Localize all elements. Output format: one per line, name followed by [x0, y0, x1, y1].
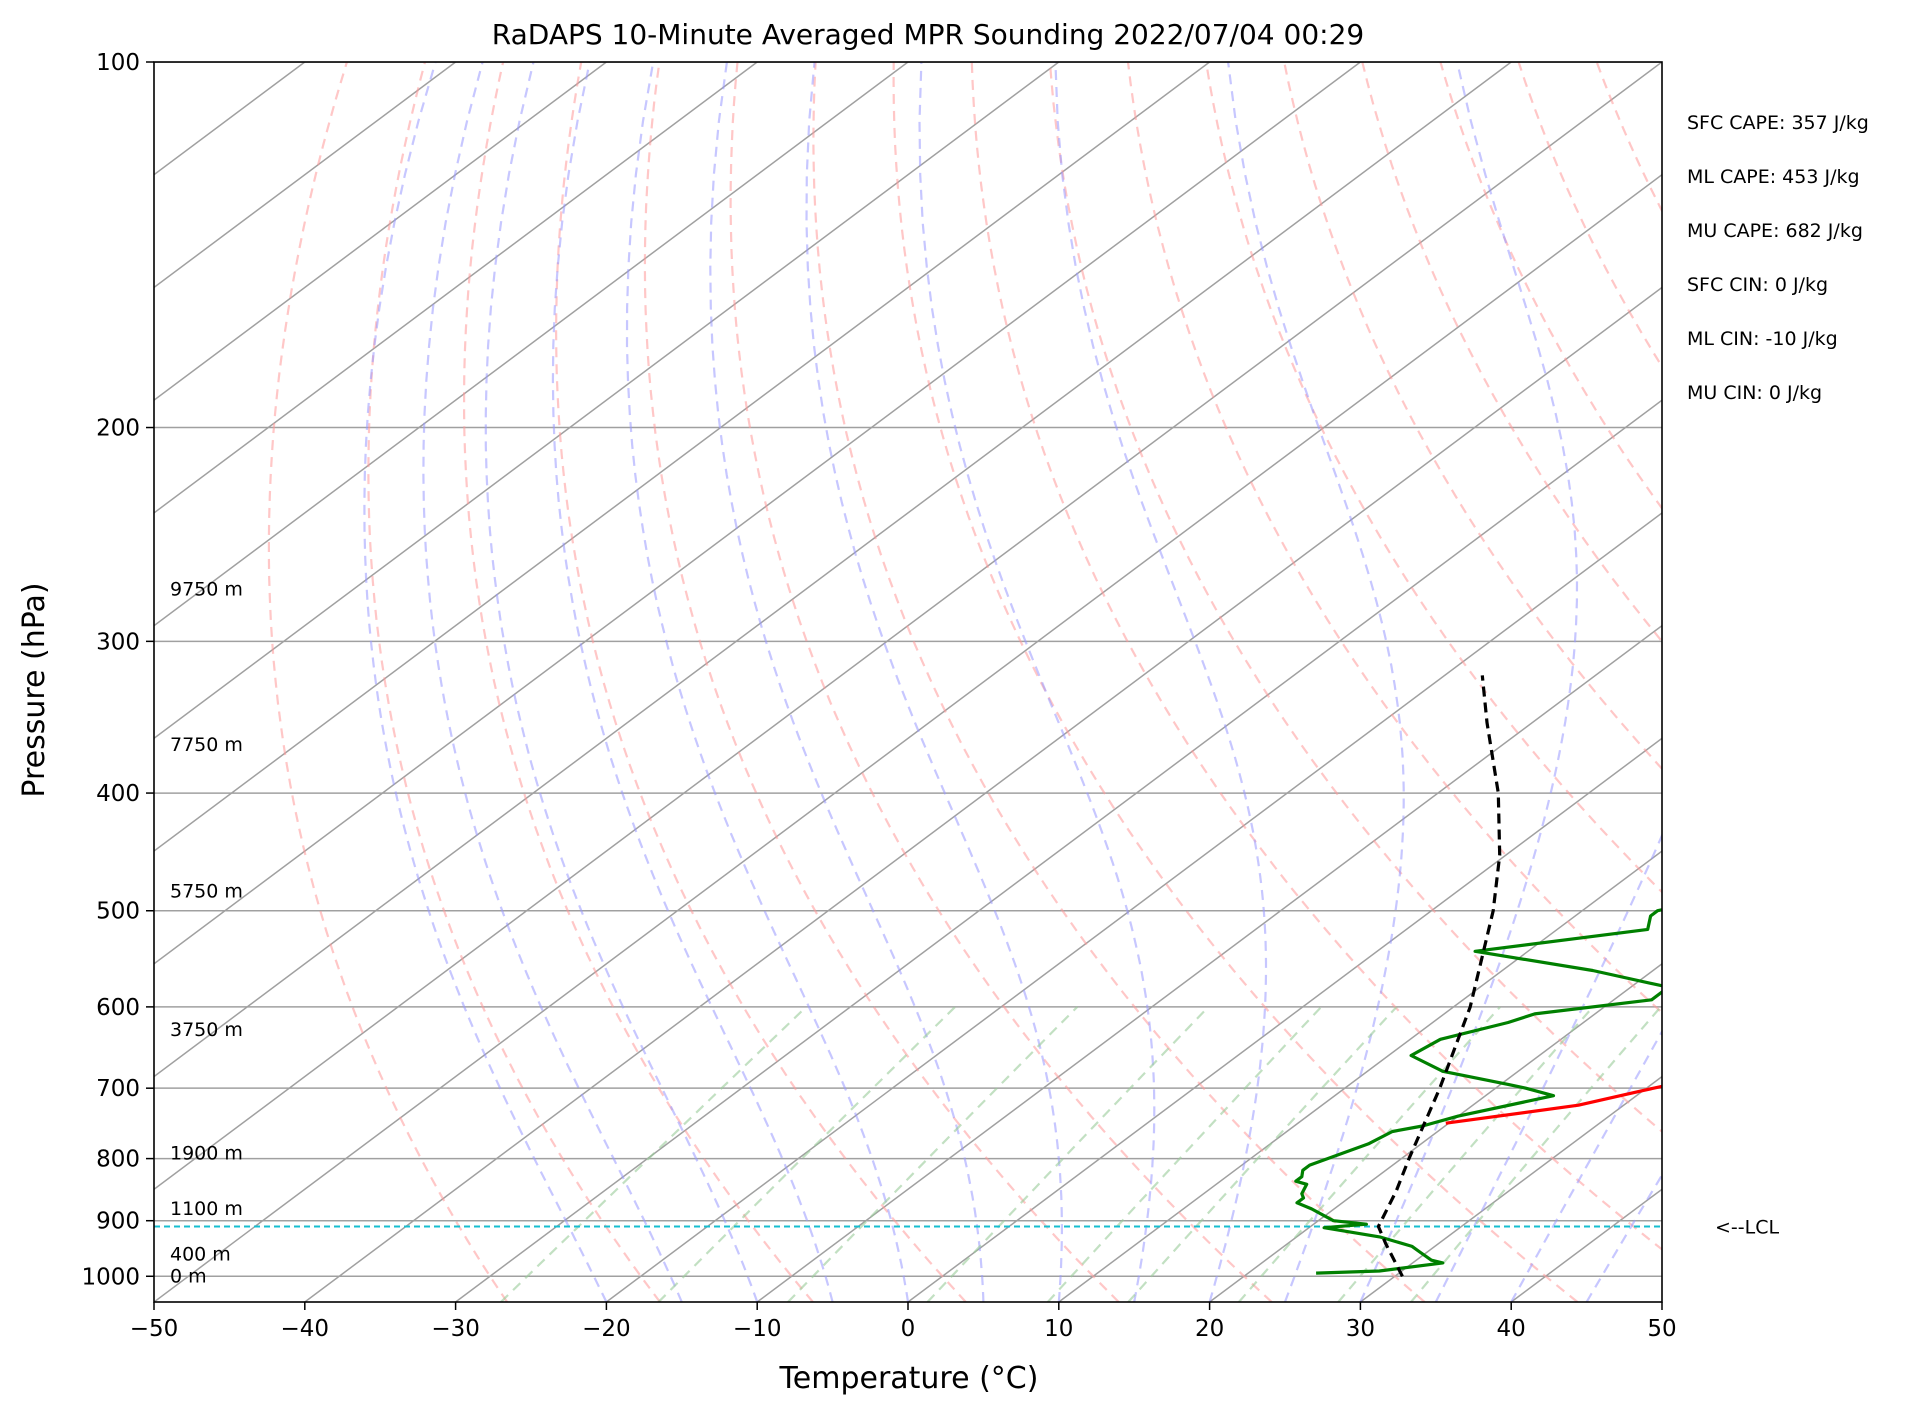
mixing-ratio-line: [657, 1006, 956, 1302]
x-tick-label: −50: [130, 1316, 179, 1342]
height-label: 3750 m: [170, 1019, 243, 1041]
mixing-ratio-line: [500, 1006, 807, 1302]
isotherm: [154, 62, 1211, 853]
dry-adiabat: [1205, 62, 1662, 894]
y-tick-label: 500: [96, 899, 140, 925]
parcel-path-line: [1376, 675, 1502, 1278]
y-tick-label: 700: [96, 1076, 140, 1102]
dry-adiabat: [463, 62, 814, 1302]
height-label: 1900 m: [170, 1142, 243, 1164]
dry-adiabat: [267, 62, 509, 1302]
dry-adiabat: [812, 62, 1426, 1302]
isotherm: [154, 62, 457, 289]
moist-adiabat: [1359, 62, 1579, 1302]
moist-adiabat: [918, 62, 1156, 1302]
dry-adiabat: [367, 62, 661, 1302]
y-tick-label: 600: [96, 995, 140, 1021]
y-tick-label: 1000: [81, 1264, 140, 1290]
x-tick-label: 20: [1195, 1316, 1224, 1342]
dry-adiabat: [554, 62, 967, 1302]
height-label: 0 m: [170, 1265, 207, 1287]
moist-adiabat: [709, 62, 985, 1302]
mixing-ratio-line: [787, 1006, 1079, 1302]
dewpoint-line: [1294, 908, 1662, 1275]
mixing-ratio-line: [1127, 1006, 1398, 1302]
stat-line: ML CAPE: 453 J/kg: [1687, 166, 1860, 188]
isotherm: [154, 62, 1060, 740]
isotherm: [154, 173, 1662, 1302]
moist-adiabat: [1227, 62, 1405, 1302]
height-label: 7750 m: [170, 734, 243, 756]
chart-title: RaDAPS 10-Minute Averaged MPR Sounding 2…: [492, 18, 1364, 51]
isotherm: [1058, 850, 1662, 1302]
x-tick-label: 0: [901, 1316, 916, 1342]
stat-line: SFC CIN: 0 J/kg: [1687, 274, 1828, 296]
plot-area: 9750 m 7750 m 5750 m 3750 m 1900 m 1100 m 400 …: [154, 62, 1662, 1302]
x-tick-label: 40: [1497, 1316, 1526, 1342]
x-tick-label: −30: [431, 1316, 480, 1342]
x-axis-label: Temperature (°C): [779, 1361, 1039, 1396]
isotherm: [455, 399, 1662, 1302]
dry-adiabat: [1517, 62, 1662, 369]
height-label: 400 m: [170, 1244, 231, 1266]
dry-adiabat: [892, 62, 1579, 1302]
x-tick-label: −40: [281, 1316, 330, 1342]
height-label: 1100 m: [170, 1198, 243, 1220]
stats-panel: SFC CAPE: 357 J/kg ML CAPE: 453 J/kg MU CA…: [1687, 112, 1869, 404]
dry-adiabat: [1283, 62, 1662, 771]
moist-adiabat: [422, 62, 683, 1302]
dry-adiabat: [1048, 62, 1662, 1134]
x-tick-label: 30: [1346, 1316, 1375, 1342]
mixing-ratio-line: [926, 1006, 1210, 1302]
x-tick-label: −10: [733, 1316, 782, 1342]
y-tick-label: 100: [96, 50, 140, 76]
y-axis-label: Pressure (hPa): [17, 582, 52, 797]
y-axis: 100 200 300 400 500 600 700 800 900 1000: [81, 50, 154, 1290]
y-tick-label: 900: [96, 1209, 140, 1235]
isotherm: [154, 62, 909, 627]
moist-adiabat: [551, 62, 834, 1302]
moist-adiabat: [363, 62, 608, 1302]
dry-adiabat: [1439, 62, 1662, 511]
x-tick-label: 10: [1044, 1316, 1073, 1342]
moist-adiabat: [625, 62, 910, 1302]
x-tick-label: −20: [582, 1316, 631, 1342]
mixing-ratio-line: [1238, 1006, 1501, 1302]
isotherm: [154, 62, 1361, 965]
isotherm: [756, 624, 1662, 1302]
dry-adiabat: [970, 62, 1662, 1251]
mixing-ratio-line: [1337, 1006, 1594, 1302]
height-label: 9750 m: [170, 579, 243, 601]
dry-adiabat: [643, 62, 1120, 1302]
mixing-ratio-line: [1046, 1006, 1323, 1302]
dry-adiabat: [729, 62, 1273, 1302]
height-label: 5750 m: [170, 880, 243, 902]
isotherm: [907, 737, 1662, 1302]
y-tick-label: 800: [96, 1147, 140, 1173]
lcl-label: <--LCL: [1715, 1217, 1779, 1239]
dry-adiabat: [1126, 62, 1662, 1015]
y-tick-label: 400: [96, 781, 140, 807]
stat-line: MU CAPE: 682 J/kg: [1687, 220, 1863, 242]
y-tick-label: 300: [96, 629, 140, 655]
isotherm: [154, 62, 758, 514]
plot-layer: 9750 m 7750 m 5750 m 3750 m 1900 m 1100 m 400 …: [153, 61, 1663, 1303]
stat-line: ML CIN: -10 J/kg: [1687, 328, 1838, 350]
stat-line: MU CIN: 0 J/kg: [1687, 382, 1822, 404]
isotherm: [154, 62, 607, 402]
x-tick-label: 50: [1647, 1316, 1676, 1342]
isotherm: [605, 511, 1662, 1302]
moist-adiabat: [484, 62, 759, 1302]
isotherm: [154, 62, 1662, 1191]
moist-adiabat: [805, 62, 1063, 1302]
stat-line: SFC CAPE: 357 J/kg: [1687, 112, 1869, 134]
moist-adiabat: [1054, 62, 1268, 1302]
x-axis: −50 −40 −30 −20 −10 0 10 20 30 40 50: [130, 1302, 1677, 1342]
isotherm: [1359, 1075, 1662, 1302]
y-tick-label: 200: [96, 416, 140, 442]
isotherm: [154, 62, 1512, 1078]
isotherm: [1209, 962, 1662, 1302]
